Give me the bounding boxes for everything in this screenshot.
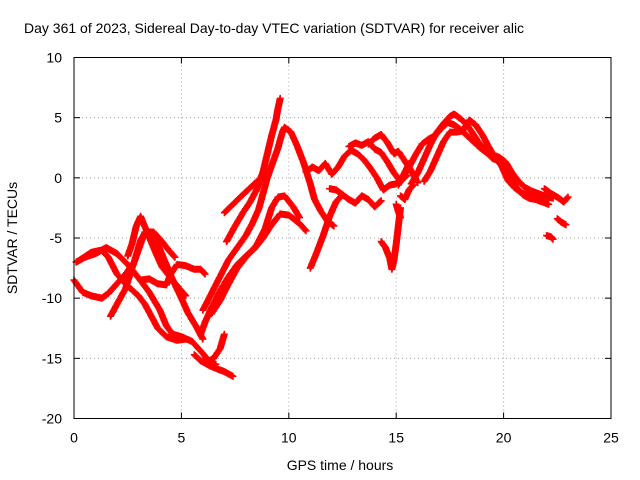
y-tick-label: -15 bbox=[42, 350, 62, 366]
series-track-13 bbox=[220, 174, 265, 217]
y-tick-label: 0 bbox=[54, 170, 62, 186]
series-track-24 bbox=[392, 200, 404, 222]
plus-marker-trail bbox=[137, 261, 209, 289]
y-axis-label: SDTVAR / TECUs bbox=[4, 182, 20, 294]
x-axis-label: GPS time / hours bbox=[287, 457, 394, 473]
plus-marker-trail bbox=[306, 191, 346, 272]
series-track-11 bbox=[199, 123, 338, 314]
x-tick-label: 10 bbox=[281, 430, 297, 446]
plus-marker-trail bbox=[540, 185, 572, 206]
axes: 0 5 10 15 20 25 -20 -15 -10 -5 0 5 10 bbox=[42, 50, 619, 446]
plus-marker-trail bbox=[420, 116, 544, 203]
plus-marker-trail bbox=[197, 210, 310, 338]
x-tick-label: 15 bbox=[388, 430, 404, 446]
plus-marker-trail bbox=[543, 232, 557, 243]
plus-marker-trail bbox=[208, 192, 304, 318]
plus-marker-trail bbox=[199, 123, 338, 314]
plus-marker-trail bbox=[397, 181, 417, 203]
y-tick-label: -20 bbox=[42, 411, 62, 427]
x-tick-label: 0 bbox=[70, 430, 78, 446]
plus-marker-trail bbox=[407, 110, 557, 202]
series-track-9 bbox=[197, 210, 310, 338]
series-track-23 bbox=[397, 181, 417, 203]
plus-marker-trail bbox=[220, 174, 265, 217]
series-track-8 bbox=[203, 330, 228, 366]
y-tick-label: -10 bbox=[42, 290, 62, 306]
series-track-27 bbox=[553, 215, 570, 229]
y-tick-label: 5 bbox=[54, 110, 62, 126]
y-tick-label: -5 bbox=[50, 230, 63, 246]
x-tick-label: 5 bbox=[178, 430, 186, 446]
plus-marker-trail bbox=[124, 212, 190, 300]
series-track-16 bbox=[326, 185, 385, 211]
series-track-25 bbox=[540, 185, 572, 206]
series-track-5 bbox=[124, 212, 190, 300]
chart-title: Day 361 of 2023, Sidereal Day-to-day VTE… bbox=[24, 20, 524, 36]
plus-marker-trail bbox=[203, 330, 228, 366]
x-tick-label: 20 bbox=[496, 430, 512, 446]
plus-marker-trail bbox=[553, 215, 570, 229]
x-tick-label: 25 bbox=[603, 430, 619, 446]
series-track-6 bbox=[137, 261, 209, 289]
series-track-21 bbox=[407, 110, 557, 202]
series-track-26 bbox=[543, 232, 557, 243]
y-tick-label: 10 bbox=[46, 50, 62, 66]
series-track-10 bbox=[208, 192, 304, 318]
plus-marker-trail bbox=[392, 200, 404, 222]
series-track-14 bbox=[306, 191, 346, 272]
data-marks bbox=[70, 94, 572, 380]
series-track-22 bbox=[420, 116, 544, 203]
plus-marker-trail bbox=[326, 185, 385, 211]
